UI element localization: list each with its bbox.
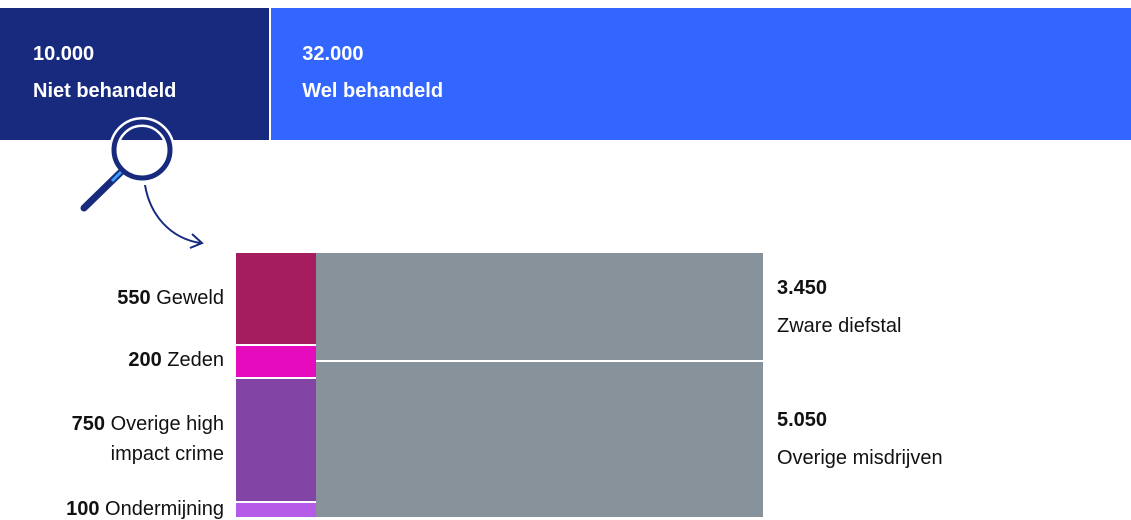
segment	[236, 253, 316, 344]
segment-value: 750	[71, 412, 106, 435]
arrow	[144, 184, 201, 244]
segment-value: 200	[128, 349, 162, 372]
magnifier-joint	[110, 170, 123, 183]
top-value: 10.000	[33, 43, 95, 65]
segment-category: Ondermijning	[105, 497, 224, 520]
segment-label: 550 Geweld	[24, 283, 224, 313]
top-label: 32.000 Wel behandeld	[302, 36, 443, 110]
magnifier-handle	[80, 168, 125, 212]
segment-category: Zware diefstal	[777, 314, 902, 337]
segment-value: 550	[117, 287, 151, 310]
segment	[236, 343, 316, 377]
segment-category: Overige misdrijven	[777, 446, 943, 469]
segment-value: 100	[66, 497, 100, 520]
top-category: Wel behandeld	[302, 80, 444, 102]
segment-label: 100 Ondermijning	[24, 494, 224, 520]
top-segment	[269, 8, 1131, 140]
segment	[316, 253, 763, 361]
segment-label: 5.050 Overige misdrijven	[777, 401, 943, 477]
segment-label: 3.450 Zware diefstal	[777, 269, 902, 345]
segment-category: Geweld	[156, 287, 224, 310]
arrow-head	[189, 233, 204, 249]
segment-value: 3.450	[777, 276, 828, 299]
segment-label: 200 Zeden	[24, 345, 224, 375]
segment	[236, 376, 316, 501]
segment-category: Zeden	[167, 349, 224, 372]
segment	[316, 360, 763, 517]
segment-value: 5.050	[777, 408, 828, 431]
top-category: Niet behandeld	[33, 80, 177, 102]
top-value: 32.000	[302, 43, 364, 65]
segment-label: 750 Overige high impact crime	[24, 409, 224, 469]
segment	[236, 500, 316, 517]
top-label: 10.000 Niet behandeld	[33, 36, 176, 110]
segment-category: Overige high impact crime	[110, 412, 224, 465]
